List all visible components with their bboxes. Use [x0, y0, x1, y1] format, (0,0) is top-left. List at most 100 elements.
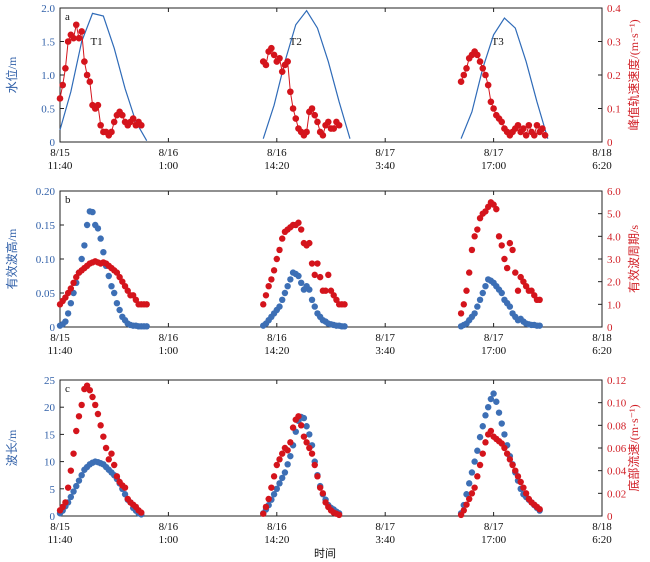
y-axis-label-right: 有效波周期/s [626, 225, 641, 293]
left-series-point [67, 300, 75, 307]
left-series-point [479, 423, 486, 430]
right-series-point [64, 484, 72, 491]
right-series-point [316, 484, 324, 491]
left-series-point [297, 279, 305, 286]
x-tick-label: 8/16 [267, 332, 287, 344]
right-series-point [316, 273, 324, 281]
velocity-point [59, 81, 67, 89]
tide-label: T2 [290, 36, 302, 48]
velocity-point [278, 68, 286, 75]
velocity-point [303, 128, 310, 136]
y-tick-label-right: 1.0 [607, 299, 621, 311]
right-series-point [476, 461, 484, 469]
right-series-point [260, 301, 267, 308]
right-series-point [86, 387, 94, 394]
velocity-point [463, 65, 470, 72]
right-series-point [509, 246, 516, 254]
left-series-point [279, 296, 286, 303]
right-series-point [468, 490, 476, 497]
left-series-point [495, 409, 503, 416]
left-series-point [276, 303, 283, 310]
x-tick-label: 8/16 [159, 332, 179, 344]
left-series-point [484, 404, 492, 411]
velocity-point [330, 125, 338, 132]
velocity-point [539, 125, 546, 132]
right-series-point [284, 447, 291, 454]
x-tick-label: 8/17 [375, 521, 395, 533]
right-series-point [503, 264, 511, 272]
right-series-point [287, 439, 294, 446]
velocity-point [525, 121, 533, 129]
x-tick-label: 14:20 [264, 534, 290, 546]
x-tick-label: 3:40 [375, 534, 395, 546]
y-axis-label-left: 波长/m [5, 429, 19, 466]
x-tick-label: 1:00 [159, 345, 179, 357]
velocity-point [64, 38, 72, 45]
right-series-point [262, 292, 270, 299]
right-series-point [67, 467, 75, 474]
right-series-point [322, 287, 329, 294]
left-series-point [70, 488, 77, 495]
panel-letter: b [65, 194, 71, 206]
left-series-point [105, 272, 112, 280]
right-series-point [314, 260, 321, 267]
right-series-point [94, 410, 102, 418]
left-series-point [284, 283, 291, 290]
left-series-point [474, 447, 481, 454]
water-level-line [59, 12, 148, 141]
y-tick-label-left: 0.15 [36, 220, 56, 232]
left-series-point [490, 390, 497, 397]
left-series-point [506, 303, 514, 310]
tide-label: T3 [492, 36, 505, 48]
panel-b: 8/1511:408/161:008/1614:208/173:408/1717… [4, 186, 641, 357]
right-series-point [493, 205, 500, 213]
right-series-point [471, 484, 478, 491]
y-tick-label-right: 0.2 [607, 70, 621, 82]
velocity-point [289, 105, 297, 112]
y-tick-label-right: 0.3 [607, 37, 621, 49]
velocity-point [110, 118, 118, 126]
right-series-point [276, 456, 283, 463]
left-series-point [116, 306, 123, 314]
right-series-point [503, 450, 511, 457]
left-series-point [306, 431, 313, 438]
x-tick-label: 17:00 [481, 534, 507, 546]
right-series-point [319, 490, 327, 497]
right-series-point [279, 235, 286, 242]
right-series-point [512, 269, 519, 276]
y-axis-label-right: 底部流速/(m·s⁻¹) [626, 404, 641, 491]
x-tick-label: 17:00 [481, 160, 507, 172]
right-series-point [536, 506, 543, 513]
right-series-point [295, 413, 302, 420]
y-tick-label-right: 5.0 [607, 209, 621, 221]
right-series-point [463, 287, 470, 294]
left-series-point [111, 289, 118, 297]
y-tick-label-right: 0.4 [607, 3, 621, 15]
y-tick-label-right: 0.08 [607, 420, 627, 432]
right-series-point [474, 473, 481, 480]
right-series-point [487, 427, 495, 435]
right-series-point [468, 246, 476, 254]
right-series-point [498, 242, 505, 249]
left-series-point [75, 477, 83, 484]
tide-label: T1 [90, 36, 102, 48]
y-tick-label-left: 0 [50, 137, 56, 149]
left-series-point [303, 423, 310, 430]
right-series-point [62, 499, 69, 506]
y-tick-label-left: 0.20 [36, 186, 56, 198]
right-series-point [70, 279, 77, 286]
left-series-point [311, 303, 318, 310]
velocity-point [487, 98, 495, 106]
right-series-point [341, 301, 348, 308]
right-series-point [73, 427, 80, 435]
left-series-point [308, 296, 316, 303]
x-tick-label: 8/17 [484, 332, 504, 344]
x-tick-label: 8/15 [50, 147, 70, 159]
y-tick-label-left: 0 [50, 322, 56, 334]
x-tick-label: 3:40 [375, 345, 395, 357]
left-series-point [113, 300, 121, 307]
right-series-point [466, 495, 473, 503]
y-axis-label-left: 有效波高/m [4, 228, 19, 289]
left-series-point [482, 412, 489, 419]
velocity-point [138, 121, 145, 129]
